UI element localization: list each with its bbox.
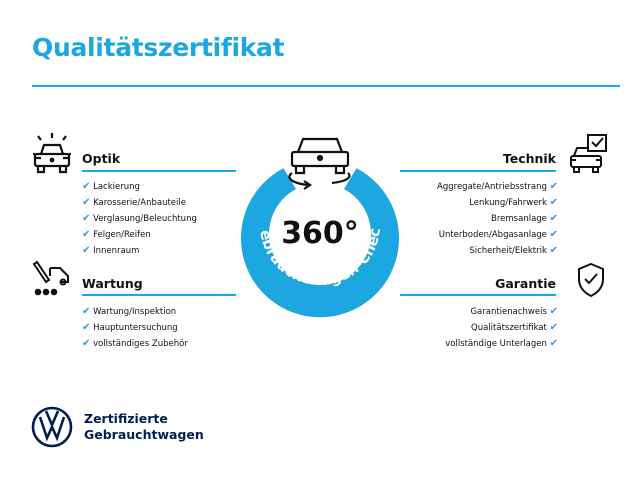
list-item: ✔ Felgen/Reifen bbox=[82, 229, 151, 240]
list-item: ✔ Hauptuntersuchung bbox=[82, 322, 178, 333]
list-item: ✔ Verglasung/Beleuchtung bbox=[82, 213, 197, 224]
list-item: ✔ Wartung/Inspektion bbox=[82, 306, 177, 317]
title-divider bbox=[32, 85, 620, 87]
technik-heading: Technik bbox=[502, 151, 556, 166]
garantie-heading: Garantie bbox=[495, 276, 556, 291]
list-item: vollständige Unterlagen ✔ bbox=[445, 338, 558, 349]
car-checklist-icon bbox=[570, 134, 607, 173]
optik-divider bbox=[82, 170, 236, 172]
car-rotate-icon bbox=[288, 137, 351, 190]
vw-logo bbox=[31, 406, 73, 448]
list-item: ✔ Innenraum bbox=[82, 245, 140, 256]
technik-divider bbox=[400, 170, 556, 172]
list-item: Sicherheit/Elektrik ✔ bbox=[469, 245, 558, 256]
list-item: Garantienachweis ✔ bbox=[470, 306, 558, 317]
list-item: Aggregate/Antriebsstrang ✔ bbox=[437, 181, 558, 192]
garantie-divider bbox=[400, 294, 556, 296]
check-360-badge: Gebrauchtwagen-Check 360° bbox=[230, 125, 399, 318]
wartung-list: ✔ Wartung/Inspektion ✔ Hauptuntersuchung… bbox=[82, 304, 188, 352]
list-item: Lenkung/Fahrwerk ✔ bbox=[469, 197, 558, 208]
wartung-heading: Wartung bbox=[82, 276, 143, 291]
optik-heading: Optik bbox=[82, 151, 121, 166]
list-item: ✔ vollständiges Zubehör bbox=[82, 338, 188, 349]
wartung-divider bbox=[82, 294, 236, 296]
list-item: ✔ Karosserie/Anbauteile bbox=[82, 197, 186, 208]
ring bbox=[240, 168, 399, 318]
service-wrench-car-icon bbox=[32, 260, 69, 296]
brand-line-1: Zertifizierte bbox=[84, 411, 168, 426]
optik-list: ✔ Lackierung ✔ Karosserie/Anbauteile ✔ V… bbox=[82, 179, 197, 259]
car-lights-icon bbox=[33, 133, 71, 174]
360-label: 360° bbox=[281, 216, 359, 251]
list-item: ✔ Lackierung bbox=[82, 181, 140, 192]
list-item: Qualitätszertifikat ✔ bbox=[471, 322, 558, 333]
brand-line-2: Gebrauchtwagen bbox=[84, 427, 204, 442]
list-item: Bremsanlage ✔ bbox=[491, 213, 558, 224]
brand-text: Zertifizierte Gebrauchtwagen bbox=[84, 411, 204, 443]
page-title: Qualitätszertifikat bbox=[32, 33, 285, 62]
technik-list: Aggregate/Antriebsstrang ✔ Lenkung/Fahrw… bbox=[437, 179, 558, 259]
shield-check-icon bbox=[578, 262, 604, 298]
garantie-list: Garantienachweis ✔ Qualitätszertifikat ✔… bbox=[445, 304, 558, 352]
list-item: Unterboden/Abgasanlage ✔ bbox=[438, 229, 558, 240]
